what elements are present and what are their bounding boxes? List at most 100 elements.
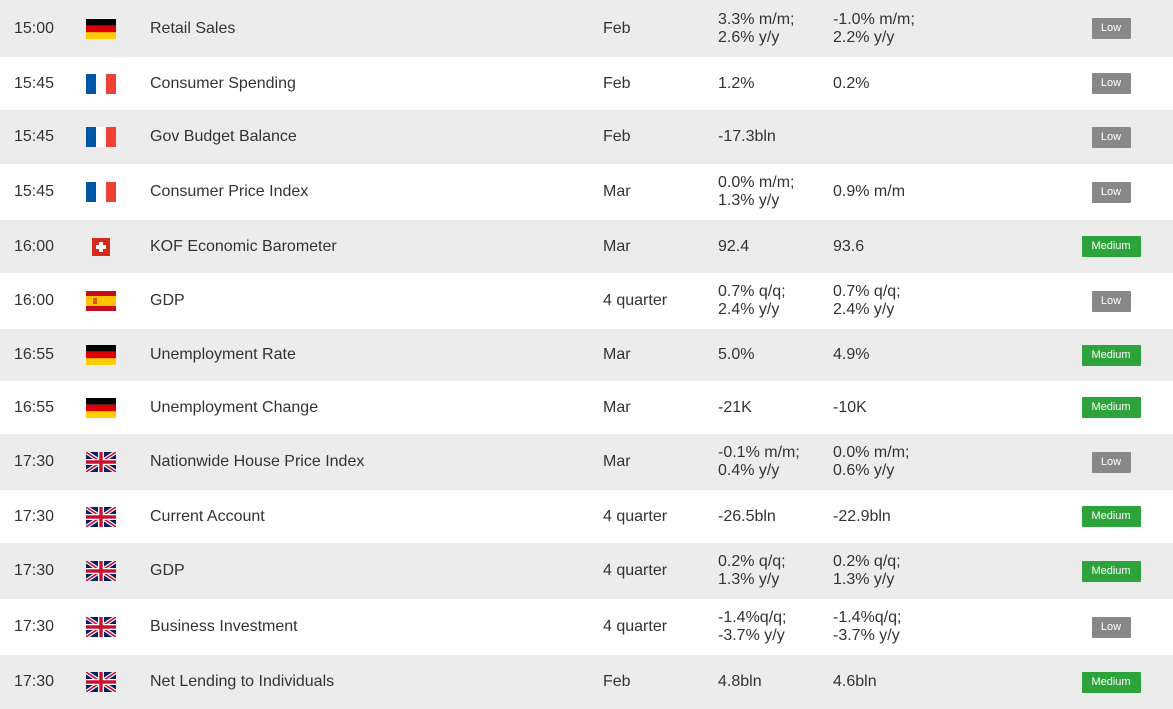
event-time: 17:30 (14, 618, 55, 635)
importance-badge: Medium (1081, 506, 1141, 527)
table-row: 17:30 Business Investment 4 quarter -1.4%q/… (0, 599, 1173, 655)
event-time: 17:30 (14, 453, 55, 470)
previous-value: -1.4%q/q; -3.7% y/y (833, 599, 901, 655)
event-time: 15:00 (14, 19, 55, 37)
event-time: 17:30 (14, 673, 55, 690)
importance-cell: Low (1060, 599, 1162, 655)
event-period: 4 quarter (603, 562, 668, 579)
event-name: Current Account (150, 507, 265, 525)
event-period: Mar (603, 237, 631, 255)
event-name: Business Investment (150, 618, 298, 635)
previous-value: 0.2% (833, 57, 869, 110)
event-name: Nationwide House Price Index (150, 453, 365, 470)
importance-cell: Low (1060, 164, 1162, 220)
event-period: Feb (603, 74, 631, 92)
actual-value-line: 2.6% y/y (718, 28, 780, 46)
actual-value: -1.4%q/q; -3.7% y/y (718, 599, 786, 655)
actual-value-lines: 0.0% m/m; 1.3% y/y (718, 174, 794, 210)
actual-value-line: -3.7% y/y (718, 627, 785, 644)
actual-value-line: 1.3% y/y (718, 192, 780, 209)
uk-flag-icon (86, 434, 116, 490)
importance-cell: Medium (1060, 329, 1162, 381)
event-name: GDP (150, 562, 185, 579)
actual-value-line: 0.4% y/y (718, 462, 780, 479)
previous-value-lines: -1.4%q/q; -3.7% y/y (833, 609, 901, 645)
previous-value-lines: -1.0% m/m; 2.2% y/y (833, 11, 915, 47)
france-flag-icon (86, 164, 116, 220)
table-row: 15:00 Retail Sales Feb 3.3% m/m; 2.6% y/y -1.… (0, 0, 1173, 57)
importance-cell: Medium (1060, 543, 1162, 599)
previous-value-line: -22.9bln (833, 507, 891, 525)
previous-value: 0.9% m/m (833, 164, 905, 220)
importance-cell: Low (1060, 110, 1162, 164)
spain-flag-icon (86, 273, 116, 329)
previous-value-line: -3.7% y/y (833, 627, 900, 644)
previous-value-line: 2.2% y/y (833, 28, 895, 46)
previous-value-lines: 4.9% (833, 346, 869, 364)
table-row: 17:30 Current Account 4 quarter -26.5bln -22… (0, 490, 1173, 543)
previous-value-line: 0.2% (833, 74, 870, 92)
actual-value-line: 0.0% m/m; (718, 174, 795, 191)
actual-value-lines: 5.0% (718, 346, 754, 364)
event-name: Retail Sales (150, 19, 236, 37)
table-row: 15:45 Gov Budget Balance Feb -17.3bln Low (0, 110, 1173, 164)
actual-value-line: 0.2% q/q; (718, 553, 786, 570)
actual-value-line: 92.4 (718, 237, 750, 255)
importance-badge: Medium (1081, 671, 1141, 693)
france-flag-icon (86, 110, 116, 164)
switzerland-flag-icon (86, 220, 116, 273)
event-time: 15:45 (14, 128, 55, 145)
event-name: Unemployment Rate (150, 346, 296, 363)
table-row: 16:55 Unemployment Change Mar -21K -10K Mediu… (0, 381, 1173, 434)
event-period: 4 quarter (603, 292, 668, 309)
importance-badge: Low (1091, 73, 1131, 94)
event-name: GDP (150, 292, 185, 309)
previous-value: 0.0% m/m; 0.6% y/y (833, 434, 909, 490)
importance-badge: Medium (1081, 397, 1141, 418)
previous-value: 4.6bln (833, 655, 877, 709)
previous-value: 0.2% q/q; 1.3% y/y (833, 543, 901, 599)
previous-value-line: -1.0% m/m; (833, 10, 915, 28)
actual-value-line: 1.3% y/y (718, 571, 780, 588)
event-time: 16:00 (14, 292, 55, 309)
previous-value-lines: 0.9% m/m (833, 183, 905, 201)
actual-value-lines: 92.4 (718, 238, 749, 256)
previous-value-line: -1.4%q/q; (833, 609, 902, 626)
actual-value: -17.3bln (718, 110, 776, 164)
previous-value: 0.7% q/q; 2.4% y/y (833, 273, 901, 329)
actual-value-lines: 1.2% (718, 75, 754, 93)
event-name: Unemployment Change (150, 398, 319, 416)
previous-value: -1.0% m/m; 2.2% y/y (833, 0, 915, 57)
previous-value: 93.6 (833, 220, 864, 273)
event-time: 16:00 (14, 237, 55, 255)
importance-cell: Medium (1060, 655, 1162, 709)
event-time: 16:55 (14, 346, 55, 363)
actual-value-lines: -21K (718, 399, 752, 417)
importance-badge: Low (1091, 181, 1131, 203)
event-period: 4 quarter (603, 618, 668, 635)
event-period: Feb (603, 128, 631, 145)
actual-value: 0.0% m/m; 1.3% y/y (718, 164, 794, 220)
previous-value-line: 1.3% y/y (833, 571, 895, 588)
previous-value-line: 0.0% m/m; (833, 444, 910, 461)
france-flag-icon (86, 57, 116, 110)
previous-value: -10K (833, 381, 867, 434)
event-time: 17:30 (14, 562, 55, 579)
importance-cell: Low (1060, 0, 1162, 57)
previous-value-lines: 0.2% q/q; 1.3% y/y (833, 553, 901, 589)
uk-flag-icon (86, 655, 116, 709)
event-time: 16:55 (14, 398, 55, 416)
actual-value-lines: 0.2% q/q; 1.3% y/y (718, 553, 786, 589)
actual-value: 3.3% m/m; 2.6% y/y (718, 0, 794, 57)
event-period: Feb (603, 673, 631, 690)
actual-value-line: -0.1% m/m; (718, 444, 800, 461)
actual-value-line: 1.2% (718, 74, 755, 92)
event-name: Consumer Spending (150, 74, 296, 92)
importance-badge: Medium (1081, 560, 1141, 582)
importance-cell: Medium (1060, 220, 1162, 273)
actual-value-line: 5.0% (718, 346, 755, 363)
actual-value-lines: 0.7% q/q; 2.4% y/y (718, 283, 786, 319)
actual-value: 0.7% q/q; 2.4% y/y (718, 273, 786, 329)
importance-badge: Low (1091, 126, 1131, 148)
